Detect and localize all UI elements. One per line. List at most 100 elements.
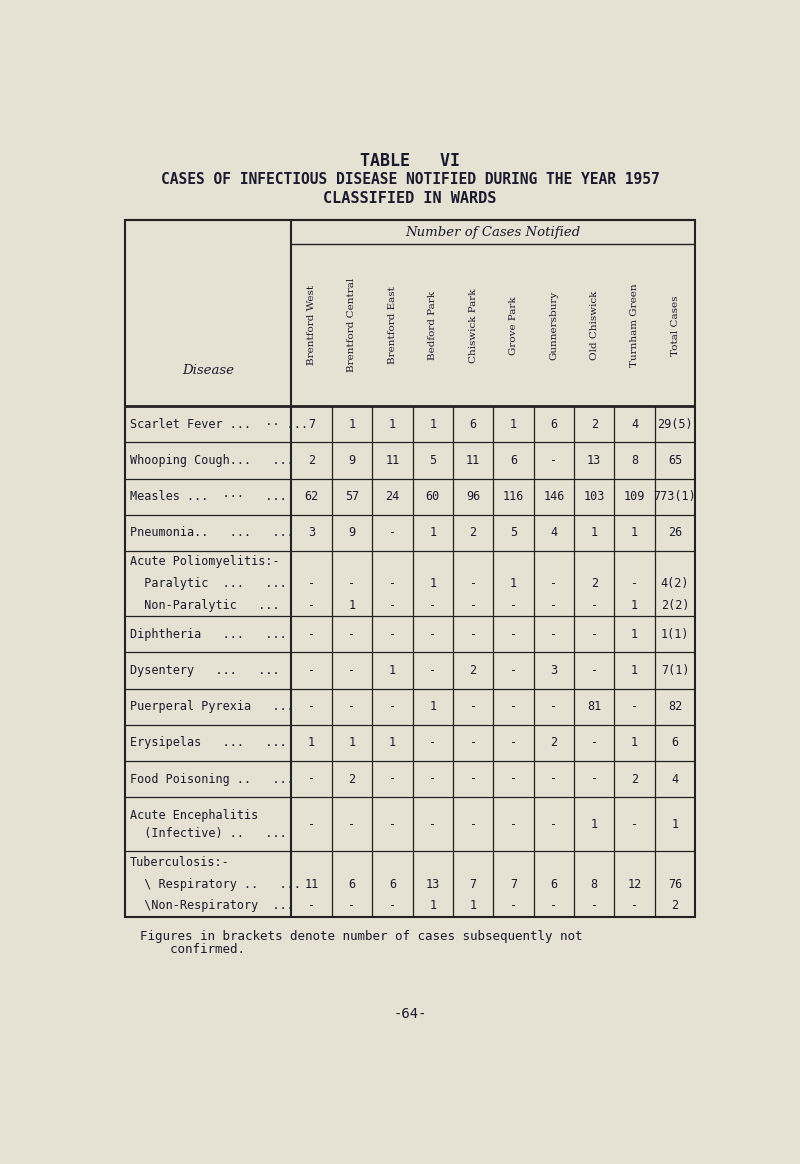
Text: 1: 1	[510, 577, 517, 590]
Text: 13: 13	[587, 454, 602, 467]
Text: confirmed.: confirmed.	[140, 943, 246, 956]
Text: 8: 8	[631, 454, 638, 467]
Text: -: -	[550, 900, 558, 913]
Text: -: -	[308, 700, 315, 714]
Text: 146: 146	[543, 490, 565, 503]
Text: Measles ...  ···   ...: Measles ... ··· ...	[130, 490, 287, 503]
Text: 57: 57	[345, 490, 359, 503]
Text: 773(1): 773(1)	[654, 490, 696, 503]
Text: -: -	[470, 773, 477, 786]
Text: 1: 1	[389, 418, 396, 431]
Text: 1: 1	[308, 737, 315, 750]
Text: -: -	[631, 577, 638, 590]
Text: -: -	[308, 663, 315, 677]
Text: -: -	[389, 818, 396, 831]
Text: Scarlet Fever ...  ·· ...: Scarlet Fever ... ·· ...	[130, 418, 308, 431]
Text: Dysentery   ...   ...: Dysentery ... ...	[130, 663, 280, 677]
Text: -: -	[550, 577, 558, 590]
Text: 9: 9	[349, 454, 355, 467]
Text: 24: 24	[386, 490, 399, 503]
Text: -: -	[590, 663, 598, 677]
Text: -: -	[590, 627, 598, 640]
Text: Brentford West: Brentford West	[307, 285, 316, 365]
Text: -: -	[429, 773, 436, 786]
Text: -: -	[389, 526, 396, 539]
Text: CASES OF INFECTIOUS DISEASE NOTIFIED DURING THE YEAR 1957: CASES OF INFECTIOUS DISEASE NOTIFIED DUR…	[161, 172, 659, 187]
Text: -: -	[349, 900, 355, 913]
Text: 1: 1	[590, 818, 598, 831]
Text: -: -	[470, 737, 477, 750]
Text: -: -	[389, 598, 396, 612]
Text: 11: 11	[305, 878, 318, 890]
Text: 4: 4	[631, 418, 638, 431]
Text: 6: 6	[349, 878, 355, 890]
Text: 65: 65	[668, 454, 682, 467]
Text: 82: 82	[668, 700, 682, 714]
Text: 103: 103	[583, 490, 605, 503]
Text: Disease: Disease	[182, 364, 234, 377]
Text: 1(1): 1(1)	[661, 627, 690, 640]
Text: -: -	[550, 598, 558, 612]
Text: 6: 6	[550, 418, 558, 431]
Text: 1: 1	[671, 818, 678, 831]
Text: 81: 81	[587, 700, 602, 714]
Text: 1: 1	[590, 526, 598, 539]
Text: -: -	[308, 598, 315, 612]
Text: -: -	[470, 598, 477, 612]
Text: 1: 1	[429, 700, 436, 714]
Text: -: -	[631, 818, 638, 831]
Text: 1: 1	[349, 737, 355, 750]
Text: -: -	[590, 737, 598, 750]
Text: (Infective) ..   ...: (Infective) .. ...	[130, 826, 287, 840]
Text: Puerperal Pyrexia   ...: Puerperal Pyrexia ...	[130, 700, 294, 714]
Text: -: -	[389, 577, 396, 590]
Text: Tuberculosis:-: Tuberculosis:-	[130, 856, 230, 868]
Text: -: -	[389, 700, 396, 714]
Text: -: -	[510, 598, 517, 612]
Text: 1: 1	[389, 737, 396, 750]
Text: -: -	[308, 577, 315, 590]
Text: 2(2): 2(2)	[661, 598, 690, 612]
Text: 1: 1	[631, 737, 638, 750]
Text: Acute Encephalitis: Acute Encephalitis	[130, 809, 258, 822]
Text: 6: 6	[550, 878, 558, 890]
Text: Diphtheria   ...   ...: Diphtheria ... ...	[130, 627, 287, 640]
Text: Non-Paralytic   ...: Non-Paralytic ...	[130, 598, 280, 612]
Text: 1: 1	[429, 577, 436, 590]
Text: CLASSIFIED IN WARDS: CLASSIFIED IN WARDS	[323, 191, 497, 206]
Text: 6: 6	[510, 454, 517, 467]
Text: -: -	[349, 627, 355, 640]
Text: 1: 1	[429, 418, 436, 431]
Text: -: -	[550, 773, 558, 786]
Text: 1: 1	[631, 598, 638, 612]
Text: -: -	[550, 627, 558, 640]
Text: Grove Park: Grove Park	[509, 296, 518, 355]
Text: Whooping Cough...   ...: Whooping Cough... ...	[130, 454, 294, 467]
Text: -: -	[590, 598, 598, 612]
Text: 2: 2	[550, 737, 558, 750]
Text: Bedford Park: Bedford Park	[428, 291, 438, 360]
Text: \ Respiratory ..   ...: \ Respiratory .. ...	[130, 878, 302, 890]
Text: Turnham Green: Turnham Green	[630, 284, 639, 367]
Text: 7: 7	[510, 878, 517, 890]
Text: -: -	[510, 773, 517, 786]
Text: -: -	[470, 577, 477, 590]
Text: -: -	[510, 737, 517, 750]
Text: 11: 11	[386, 454, 399, 467]
Text: Paralytic  ...   ...: Paralytic ... ...	[130, 577, 287, 590]
Text: Food Poisoning ..   ...: Food Poisoning .. ...	[130, 773, 294, 786]
Text: -: -	[470, 627, 477, 640]
Text: 116: 116	[503, 490, 524, 503]
Text: 1: 1	[631, 663, 638, 677]
Text: 4: 4	[550, 526, 558, 539]
Bar	[125, 220, 695, 916]
Text: -: -	[631, 900, 638, 913]
Text: 1: 1	[631, 627, 638, 640]
Text: -: -	[510, 900, 517, 913]
Text: Gunnersbury: Gunnersbury	[550, 291, 558, 360]
Text: 96: 96	[466, 490, 480, 503]
Text: Acute Poliomyelitis:-: Acute Poliomyelitis:-	[130, 555, 280, 568]
Text: -: -	[389, 627, 396, 640]
Text: 1: 1	[349, 598, 355, 612]
Text: Old Chiswick: Old Chiswick	[590, 291, 598, 360]
